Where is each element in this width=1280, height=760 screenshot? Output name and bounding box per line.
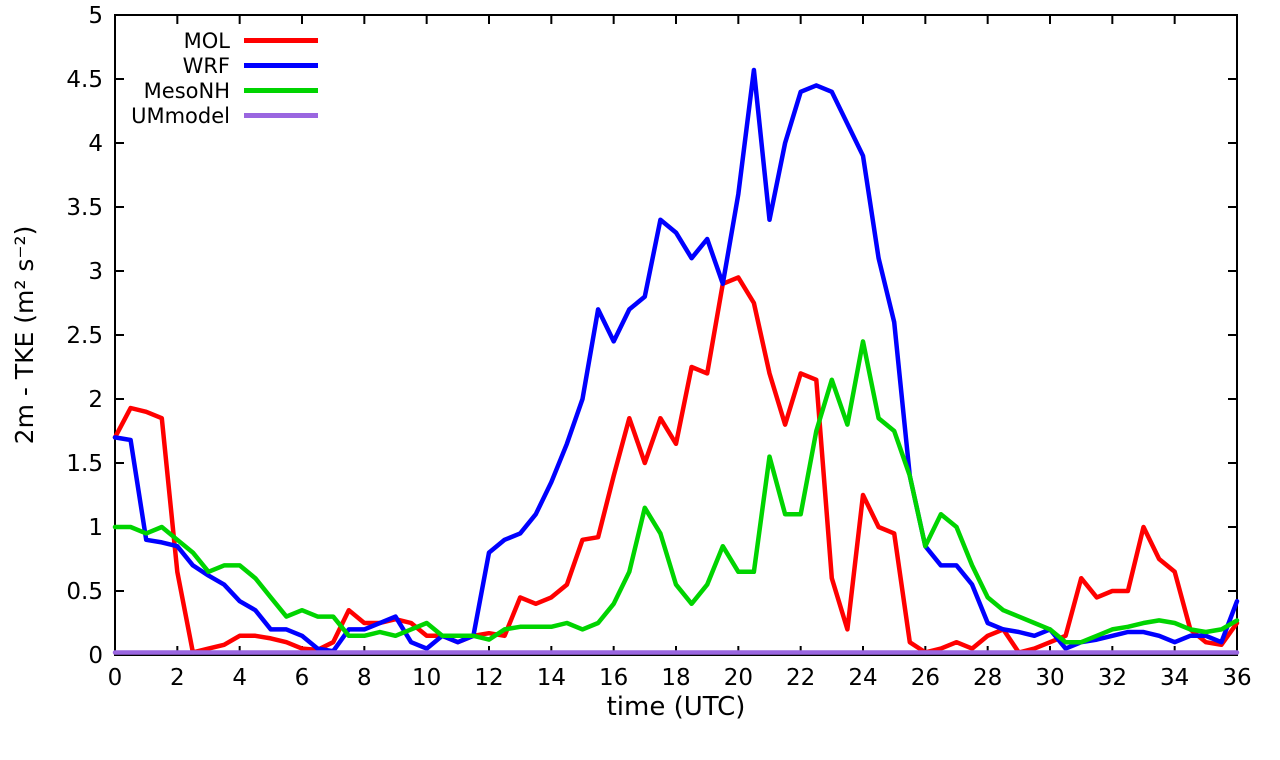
x-tick-label: 20	[724, 665, 753, 691]
y-tick-label: 2.5	[66, 323, 103, 349]
legend-label: MOL	[183, 28, 230, 53]
y-tick-label: 2	[88, 387, 103, 413]
legend-item-mesonh: MesoNH	[118, 78, 318, 103]
x-tick-label: 16	[599, 665, 628, 691]
x-tick-label: 2	[170, 665, 185, 691]
plot-border	[114, 14, 1238, 656]
x-tick-label: 32	[1098, 665, 1127, 691]
x-tick-label: 36	[1222, 665, 1251, 691]
y-tick-label: 4.5	[66, 67, 103, 93]
y-tick-label: 3	[88, 259, 103, 285]
y-tick-label: 1.5	[66, 451, 103, 477]
series-line-MOL	[112, 275, 1240, 655]
legend-label: MesoNH	[143, 78, 230, 103]
x-tick-label: 14	[537, 665, 566, 691]
y-tick-label: 3.5	[66, 195, 103, 221]
legend-item-mol: MOL	[118, 28, 318, 53]
x-tick-label: 6	[295, 665, 310, 691]
y-tick-label: 4	[88, 131, 103, 157]
legend-label: WRF	[182, 53, 230, 78]
legend-label: UMmodel	[131, 103, 230, 128]
legend-item-ummodel: UMmodel	[118, 103, 318, 128]
y-tick-label: 1	[88, 515, 103, 541]
x-tick-label: 26	[911, 665, 940, 691]
series-line-MesoNH	[112, 339, 1240, 645]
x-tick-label: 12	[474, 665, 503, 691]
y-tick-label: 0	[88, 643, 103, 669]
series-line-WRF	[112, 67, 1240, 654]
x-tick-label: 18	[661, 665, 690, 691]
y-tick-label: 0.5	[66, 579, 103, 605]
y-axis-label: 2m - TKE (m² s⁻²)	[10, 225, 39, 445]
legend-swatch-mol	[244, 38, 318, 43]
x-tick-label: 22	[786, 665, 815, 691]
x-tick-label: 10	[412, 665, 441, 691]
x-tick-label: 28	[973, 665, 1002, 691]
x-axis-label: time (UTC)	[606, 692, 746, 722]
chart-legend: MOL WRF MesoNH UMmodel	[118, 28, 318, 128]
x-tick-label: 30	[1035, 665, 1064, 691]
x-tick-label: 24	[848, 665, 877, 691]
x-tick-label: 4	[232, 665, 247, 691]
legend-swatch-wrf	[244, 63, 318, 68]
x-tick-label: 8	[357, 665, 372, 691]
legend-swatch-ummodel	[244, 113, 318, 118]
y-tick-label: 5	[88, 3, 103, 29]
x-tick-label: 34	[1160, 665, 1189, 691]
legend-item-wrf: WRF	[118, 53, 318, 78]
x-tick-label: 0	[108, 665, 123, 691]
legend-swatch-mesonh	[244, 88, 318, 93]
